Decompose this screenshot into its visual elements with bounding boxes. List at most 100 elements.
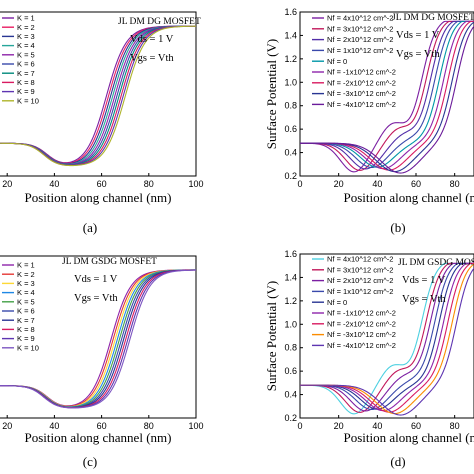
x-tick-label: 60 bbox=[411, 179, 421, 189]
legend-entry: K = 8 bbox=[17, 325, 35, 334]
y-tick-label: 1.4 bbox=[284, 272, 297, 282]
legend-entry: K = 7 bbox=[17, 69, 35, 78]
condition-label: Vds = 1 V bbox=[396, 30, 440, 41]
series-line-10 bbox=[0, 269, 196, 409]
panel-label: (c) bbox=[83, 454, 97, 469]
condition-label: Vgs = Vth bbox=[130, 53, 174, 64]
series-line-1 bbox=[300, 20, 474, 173]
x-axis-label: Position along channel (nm) bbox=[25, 190, 172, 205]
legend-entry: K = 6 bbox=[17, 307, 35, 316]
y-tick-label: 0.6 bbox=[284, 366, 297, 376]
legend-entry: K = 3 bbox=[17, 32, 35, 41]
condition-label: Vgs = Vth bbox=[396, 49, 440, 60]
plot-frame bbox=[0, 255, 197, 419]
condition-label: Vds = 1 V bbox=[402, 275, 446, 286]
plot-frame bbox=[299, 253, 474, 419]
chart-title: JL DM GSDG MOSFET bbox=[62, 257, 157, 267]
y-tick-label: 0.4 bbox=[284, 390, 297, 400]
series-line-2 bbox=[300, 262, 474, 413]
panel-label: (d) bbox=[390, 454, 405, 469]
legend-entry: Nf = 2x10^12 cm^-2 bbox=[327, 35, 393, 44]
y-axis-label: Surface Potential (V) bbox=[264, 281, 279, 391]
chart-panel-4: 0 20 40 60 80 0.2 0.4 0.6 0.8 1.0 1.2 1.4 1.6 Positio… bbox=[264, 249, 474, 469]
condition-label: Vgs = Vth bbox=[402, 294, 446, 305]
x-tick-label: 60 bbox=[411, 421, 421, 431]
legend-entry: K = 2 bbox=[17, 23, 35, 32]
legend-entry: K = 2 bbox=[17, 270, 35, 279]
legend-entry: Nf = 1x10^12 cm^-2 bbox=[327, 46, 393, 55]
panel-label: (b) bbox=[390, 220, 405, 235]
legend-entry: Nf = -2x10^12 cm^-2 bbox=[327, 319, 396, 328]
y-tick-label: 0.4 bbox=[284, 148, 297, 158]
condition-label: Vgs = Vth bbox=[74, 293, 118, 304]
y-tick-label: 0.2 bbox=[284, 413, 297, 423]
plot-frame bbox=[0, 11, 197, 177]
x-tick-label: 20 bbox=[2, 421, 12, 431]
x-tick-label: 40 bbox=[372, 421, 382, 431]
condition-label: Vds = 1 V bbox=[74, 274, 118, 285]
plot-frame bbox=[299, 11, 474, 177]
series-line-3 bbox=[300, 262, 474, 412]
x-tick-label: 20 bbox=[334, 421, 344, 431]
x-tick-label: 40 bbox=[372, 179, 382, 189]
series-line-9 bbox=[300, 25, 474, 174]
legend-entry: Nf = -1x10^12 cm^-2 bbox=[327, 309, 396, 318]
x-tick-label: 40 bbox=[49, 179, 59, 189]
legend-entry: K = 10 bbox=[17, 343, 39, 352]
y-tick-label: 0.8 bbox=[284, 343, 297, 353]
x-tick-label: 40 bbox=[49, 421, 59, 431]
x-tick-label: 80 bbox=[144, 179, 154, 189]
legend-entry: Nf = 1x10^12 cm^-2 bbox=[327, 287, 393, 296]
y-tick-label: 1.2 bbox=[284, 54, 297, 64]
legend-entry: Nf = -4x10^12 cm^-2 bbox=[327, 341, 396, 350]
x-tick-label: 100 bbox=[188, 421, 203, 431]
series-line-10 bbox=[0, 25, 196, 167]
condition-label: Vds = 1 V bbox=[130, 34, 174, 45]
series-line-9 bbox=[300, 267, 474, 416]
legend-entry: K = 3 bbox=[17, 279, 35, 288]
legend-entry: K = 7 bbox=[17, 316, 35, 325]
y-tick-label: 0.2 bbox=[284, 171, 297, 181]
x-axis-label: Position along channel (nm) bbox=[344, 430, 474, 445]
x-tick-label: 60 bbox=[97, 179, 107, 189]
legend-entry: K = 8 bbox=[17, 78, 35, 87]
y-tick-label: 1.6 bbox=[284, 7, 297, 17]
x-tick-label: 0 bbox=[297, 179, 302, 189]
chart-title: JL DM DG MOSFET bbox=[118, 17, 201, 27]
x-tick-label: 20 bbox=[334, 179, 344, 189]
legend-entry: K = 6 bbox=[17, 60, 35, 69]
legend-entry: Nf = -4x10^12 cm^-2 bbox=[327, 100, 396, 109]
legend: K = 1K = 2K = 3K = 4K = 5K = 6K = 7K = 8… bbox=[2, 14, 39, 105]
legend-entry: K = 4 bbox=[17, 288, 35, 297]
y-axis-label: Surface Potential (V) bbox=[264, 39, 279, 149]
legend-entry: Nf = 4x10^12 cm^-2 bbox=[327, 14, 393, 23]
series-line-2 bbox=[300, 20, 474, 171]
chart-panel-2: 0 20 40 60 80 0.2 0.4 0.6 0.8 1.0 1.2 1.4 1.6 Positio… bbox=[264, 7, 474, 235]
legend-entry: K = 5 bbox=[17, 297, 35, 306]
chart-panel-1: 20 40 60 80 100 Position along channel (nm) (a… bbox=[0, 11, 204, 235]
y-tick-label: 0.6 bbox=[284, 124, 297, 134]
legend-entry: K = 10 bbox=[17, 96, 39, 105]
series-line-1 bbox=[300, 262, 474, 415]
legend-entry: K = 1 bbox=[17, 261, 35, 270]
legend-entry: Nf = 0 bbox=[327, 57, 347, 66]
legend-entry: Nf = -2x10^12 cm^-2 bbox=[327, 78, 396, 87]
x-tick-label: 80 bbox=[144, 421, 154, 431]
legend: Nf = 4x10^12 cm^-2Nf = 3x10^12 cm^-2 Nf =… bbox=[312, 14, 396, 109]
x-axis-label: Position along channel (nm) bbox=[25, 430, 172, 445]
legend-entry: K = 5 bbox=[17, 50, 35, 59]
chart-panel-3: 20 40 60 80 100 Position along channel (nm) (c… bbox=[0, 255, 204, 469]
y-tick-label: 1.0 bbox=[284, 319, 297, 329]
legend-entry: K = 9 bbox=[17, 87, 35, 96]
legend-entry: K = 4 bbox=[17, 41, 35, 50]
chart-title: JL DM DG MOSFET bbox=[392, 13, 474, 23]
legend: Nf = 4x10^12 cm^-2Nf = 3x10^12 cm^-2 Nf =… bbox=[312, 255, 396, 350]
legend-entry: Nf = 2x10^12 cm^-2 bbox=[327, 276, 393, 285]
x-tick-label: 20 bbox=[2, 179, 12, 189]
legend-entry: Nf = -3x10^12 cm^-2 bbox=[327, 330, 396, 339]
legend-entry: Nf = 3x10^12 cm^-2 bbox=[327, 24, 393, 33]
x-tick-label: 80 bbox=[450, 179, 460, 189]
chart-title: JL DM GSDG MOSFET bbox=[398, 258, 474, 268]
legend-entry: K = 1 bbox=[17, 14, 35, 23]
